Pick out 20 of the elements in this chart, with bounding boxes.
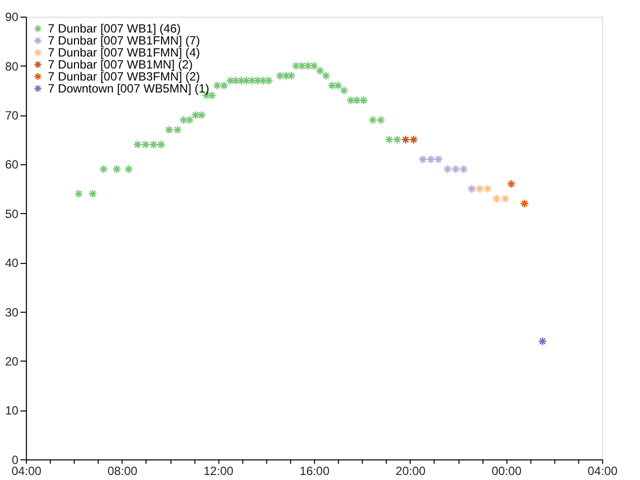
y-tick-label: 50 bbox=[5, 206, 19, 221]
y-tick-label: 60 bbox=[5, 158, 19, 172]
legend-label: 7 Dunbar [007 WB3FMN] (2) bbox=[48, 70, 200, 84]
x-tick-label: 12:00 bbox=[204, 464, 234, 478]
y-tick-label: 20 bbox=[5, 354, 19, 368]
y-tick-label: 80 bbox=[5, 59, 19, 74]
legend-label: 7 Dunbar [007 WB1MN] (2) bbox=[48, 58, 193, 72]
x-tick-label: 00:00 bbox=[492, 464, 522, 478]
legend-label: 7 Dunbar [007 WB1] (46) bbox=[48, 22, 181, 36]
y-tick-label: 10 bbox=[5, 404, 19, 418]
y-tick-label: 70 bbox=[5, 108, 19, 123]
x-tick-label: 08:00 bbox=[107, 464, 138, 478]
y-tick-label: 30 bbox=[5, 305, 19, 320]
y-tick-label: 40 bbox=[5, 256, 19, 270]
x-tick-label: 04:00 bbox=[588, 464, 618, 478]
x-tick-label: 20:00 bbox=[396, 464, 426, 478]
legend-label: 7 Dunbar [007 WB1FMN] (7) bbox=[48, 34, 200, 48]
legend-label: 7 Dunbar [007 WB1FMN] (4) bbox=[48, 46, 200, 60]
x-tick-label: 16:00 bbox=[300, 464, 330, 478]
y-tick-label: 90 bbox=[5, 10, 19, 24]
